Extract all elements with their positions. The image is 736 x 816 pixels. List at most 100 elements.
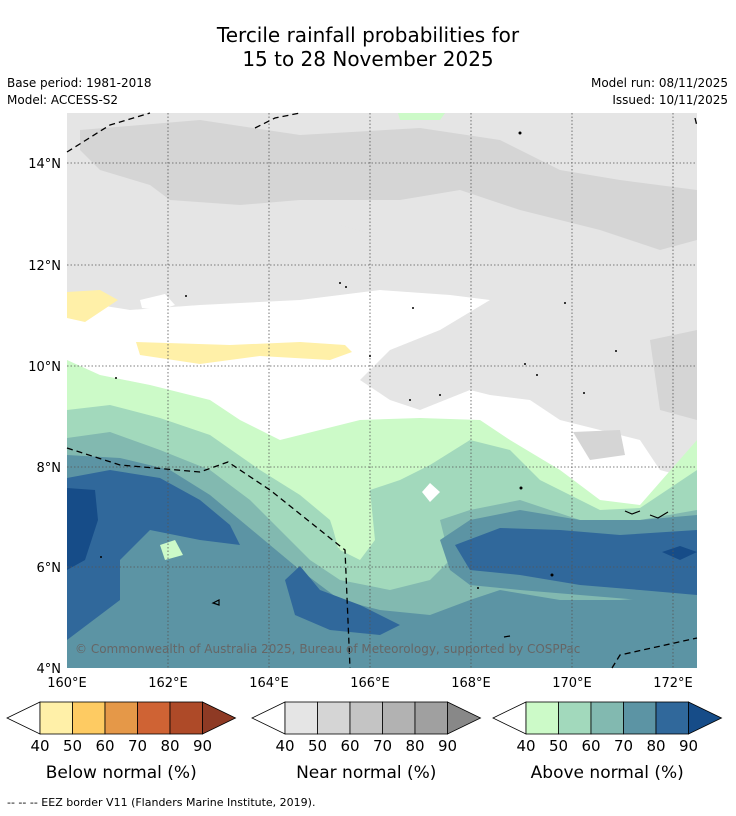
near-normal-50-region [80,120,697,250]
title-line-1: Tercile rainfall probabilities for [216,23,520,47]
island [409,399,411,401]
colorbar-tick-label: 90 [193,737,212,755]
model-run-text: Model run: 08/11/2025 [590,76,728,90]
latitude-label: 6°N [37,561,62,576]
island [564,302,566,304]
island [477,587,479,589]
below-normal-40-strip [136,342,352,364]
base-period-text: Base period: 1981-2018 [7,76,152,90]
above-normal-80-region-west [67,470,240,640]
colorbar-cell [558,701,592,735]
latitude-label: 4°N [37,662,62,677]
colorbar-cell [655,701,689,735]
colorbar-min-extend [251,701,286,735]
island [519,486,523,490]
latitude-label: 8°N [37,461,62,476]
colorbar-cell [137,701,171,735]
island [115,377,117,379]
colorbar-tick-label: 50 [308,737,327,755]
colorbar-tick-label: 90 [438,737,457,755]
gap-patch-4 [160,540,183,560]
colorbar-cell [623,701,657,735]
colorbar-tick-label: 70 [614,737,633,755]
latitude-label: 10°N [28,360,61,375]
gap-patch-1 [140,294,175,310]
colorbar-max-extend [202,701,237,735]
colorbar-above: 40 50 60 70 80 90 Above normal (%) [492,701,723,783]
colorbar-min-extend [492,701,527,735]
below-normal-40-region [67,290,118,322]
island [412,307,414,309]
colorbar-tick-label: 50 [63,737,82,755]
colorbar-tick-label: 40 [30,737,49,755]
eez-border-north [66,112,151,153]
longitude-label: 168°E [451,676,491,691]
graticule [67,113,697,668]
eez-border-south [611,637,698,669]
eez-border-north-2 [254,112,301,129]
colorbar-cell [590,701,624,735]
colorbar-cell [349,701,383,735]
colorbar-tick-label: 80 [160,737,179,755]
colorbar-tick-label: 60 [340,737,359,755]
colorbar-max-extend [688,701,723,735]
colorbar-cell [284,701,318,735]
eez-legend-text: -- -- -- EEZ border V11 (Flanders Marine… [7,796,316,809]
colorbars: 40 50 60 70 80 90 Below normal (%) 40 50 60 70 80 90… [6,701,723,783]
near-normal-50-region-east [650,330,697,420]
island [583,392,585,394]
colorbar-cell [72,701,106,735]
colorbar-tick-label: 80 [646,737,665,755]
longitude-label: 160°E [47,676,87,691]
colorbar-tick-label: 60 [581,737,600,755]
above-normal-80-region-central [285,566,400,635]
island [345,286,347,288]
copyright-text: © Commonwealth of Australia 2025, Bureau… [75,642,580,656]
map-fields [67,113,697,668]
colorbar-cell [382,701,416,735]
longitude-label: 170°E [552,676,592,691]
island [100,556,102,558]
colorbar-cell [169,701,203,735]
atoll [649,511,669,519]
model-text: Model: ACCESS-S2 [7,93,119,107]
colorbar-tick-label: 90 [679,737,698,755]
colorbar-tick-label: 80 [405,737,424,755]
colorbar-min-extend [6,701,41,735]
island [550,573,554,577]
colorbar-tick-label: 60 [95,737,114,755]
near-normal-gap [310,225,375,252]
colorbar-below: 40 50 60 70 80 90 Below normal (%) [6,701,237,783]
colorbar-cell [525,701,559,735]
colorbar-tick-label: 40 [275,737,294,755]
above-normal-90-region-west [67,488,98,570]
latitude-label: 12°N [28,259,61,274]
colorbar-title: Below normal (%) [46,763,197,783]
atoll-outlines [211,510,669,638]
colorbar-cell [317,701,351,735]
colorbar-cell [104,701,138,735]
island [536,374,538,376]
longitude-label: 162°E [148,676,188,691]
island [185,295,187,297]
gap-patch-2 [422,483,440,502]
eez-border-east [694,117,698,127]
issued-text: Issued: 10/11/2025 [612,93,728,107]
eez-borders [66,112,698,669]
longitude-labels: 160°E 162°E 164°E 166°E 168°E 170°E 172°E [47,676,693,691]
island [339,282,341,284]
above-normal-70-region [67,455,697,668]
colorbar-tick-label: 40 [516,737,535,755]
above-normal-40-north-sliver [398,113,445,120]
latitude-labels: 14°N 12°N 10°N 8°N 6°N 4°N [28,157,61,677]
colorbar-title: Above normal (%) [531,763,684,783]
colorbar-max-extend [447,701,482,735]
longitude-label: 164°E [249,676,289,691]
longitude-label: 172°E [653,676,693,691]
above-normal-80-region-east [455,528,697,595]
islands [100,131,617,589]
colorbar-tick-label: 70 [373,737,392,755]
title-line-2: 15 to 28 November 2025 [242,47,494,71]
